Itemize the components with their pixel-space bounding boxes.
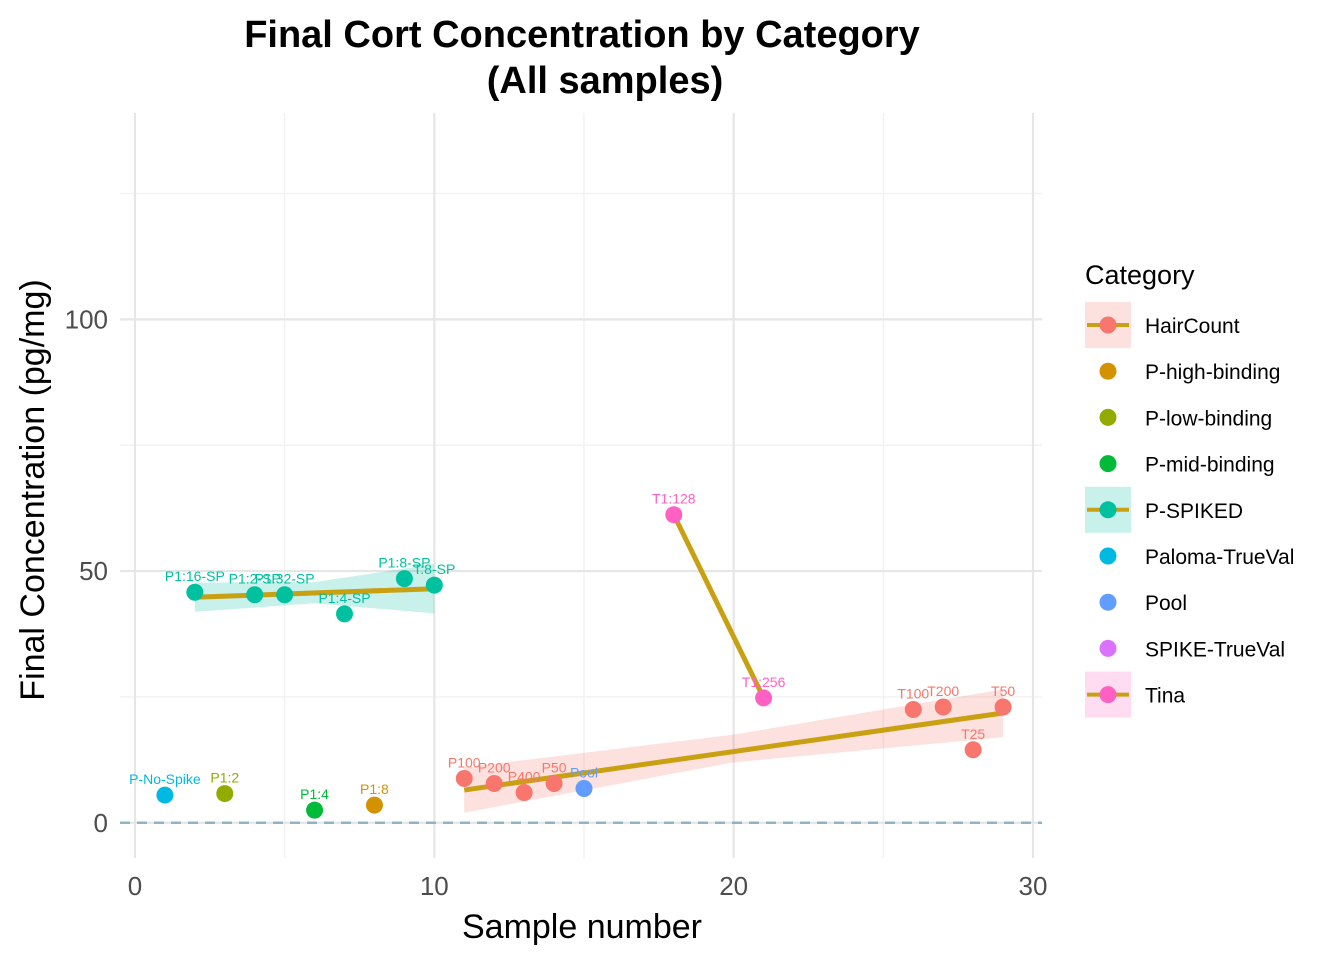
legend-item: Paloma-TrueVal	[1099, 546, 1294, 569]
chart-title-line2: (All samples)	[487, 60, 724, 102]
legend-title: Category	[1085, 260, 1195, 290]
legend-key-point	[1099, 501, 1117, 519]
legend-key-point	[1099, 455, 1117, 473]
data-point	[306, 801, 324, 819]
y-tick-label: 100	[65, 304, 108, 334]
y-axis-ticks: 0 50 100	[65, 304, 108, 837]
data-point	[994, 698, 1012, 716]
point-label: T100	[897, 686, 929, 702]
data-point	[246, 586, 264, 604]
data-point	[964, 741, 982, 759]
data-point	[665, 506, 683, 524]
legend-item: Pool	[1099, 592, 1187, 615]
point-label: P1:4-SP	[318, 590, 370, 606]
legend-item: SPIKE-TrueVal	[1099, 638, 1285, 661]
data-point	[186, 583, 204, 601]
legend-key-point	[1099, 408, 1117, 426]
point-label: P-No-Spike	[129, 771, 201, 787]
legend-item: P-mid-binding	[1099, 454, 1275, 477]
legend-item: P-SPIKED	[1085, 486, 1243, 533]
data-point	[395, 570, 413, 588]
fit-line	[671, 513, 766, 700]
point-label: P1:32-SP	[255, 571, 315, 587]
point-label: P200	[478, 760, 511, 776]
confidence-bands	[194, 564, 1004, 813]
legend: Category HairCount P-high-binding P-low-bi…	[1085, 260, 1294, 718]
point-label: P1:16-SP	[165, 568, 225, 584]
point-label: P100	[448, 754, 481, 770]
point-label: T:8-SP	[413, 561, 455, 577]
legend-key-point	[1099, 686, 1117, 704]
point-label: P1:4	[300, 786, 329, 802]
legend-label: Paloma-TrueVal	[1145, 546, 1294, 569]
legend-key-point	[1099, 547, 1117, 565]
data-point	[156, 786, 174, 804]
point-label: P1:2	[210, 770, 239, 786]
point-label: P50	[542, 760, 567, 776]
point-label: T50	[991, 683, 1015, 699]
point-label: P1:2-SP	[229, 571, 281, 587]
legend-item: HairCount	[1085, 302, 1240, 348]
legend-item: P-low-binding	[1099, 407, 1272, 430]
legend-key-point	[1099, 639, 1117, 657]
legend-key-point	[1099, 362, 1117, 380]
data-point	[425, 576, 443, 594]
point-label: T1:128	[652, 491, 696, 507]
data-point	[545, 775, 563, 792]
fit-lines	[194, 513, 1004, 793]
legend-label: P-mid-binding	[1145, 454, 1275, 477]
data-point	[485, 775, 503, 792]
point-label: Pool	[570, 765, 598, 781]
x-tick-label: 0	[128, 871, 142, 901]
y-tick-label: 0	[94, 808, 108, 838]
data-points	[156, 506, 1012, 819]
data-point	[455, 769, 473, 787]
data-point	[365, 796, 383, 814]
legend-label: P-SPIKED	[1145, 500, 1243, 523]
point-label: P1:8-SP	[378, 555, 430, 571]
fit-line	[194, 586, 435, 600]
legend-label: HairCount	[1145, 315, 1240, 338]
legend-label: Pool	[1145, 592, 1187, 615]
data-point	[755, 689, 773, 707]
x-tick-label: 30	[1019, 871, 1048, 901]
legend-label: P-high-binding	[1145, 361, 1280, 384]
legend-items: HairCount P-high-binding P-low-binding P-mi…	[1085, 302, 1294, 718]
point-label: P400	[508, 769, 541, 785]
x-axis-title: Sample number	[462, 908, 702, 946]
point-label: T25	[961, 726, 985, 742]
x-tick-label: 20	[719, 871, 748, 901]
legend-key-point	[1099, 316, 1117, 334]
x-tick-label: 10	[420, 871, 449, 901]
point-label: P1:8	[360, 781, 389, 797]
data-point	[934, 698, 952, 716]
y-axis-title: Final Concentration (pg/mg)	[14, 279, 52, 700]
legend-key-point	[1099, 593, 1117, 611]
point-label: T1:256	[742, 674, 786, 690]
data-point	[336, 605, 354, 623]
legend-item: P-high-binding	[1099, 361, 1280, 384]
legend-label: SPIKE-TrueVal	[1145, 638, 1285, 661]
data-point	[904, 701, 922, 719]
chart-title-line1: Final Cort Concentration by Category	[244, 14, 920, 56]
legend-label: P-low-binding	[1145, 407, 1272, 430]
legend-item: Tina	[1085, 671, 1185, 718]
y-tick-label: 50	[79, 556, 108, 586]
data-point	[276, 586, 294, 604]
data-point	[575, 780, 593, 798]
legend-label: Tina	[1145, 685, 1185, 708]
data-point	[216, 785, 234, 803]
point-label: T200	[927, 683, 959, 699]
x-axis-ticks: 0 10 20 30	[128, 871, 1048, 901]
point-labels: P-No-SpikeP1:16-SPP1:2P1:2-SPP1:32-SPP1:…	[129, 491, 1015, 802]
data-point	[515, 784, 533, 802]
